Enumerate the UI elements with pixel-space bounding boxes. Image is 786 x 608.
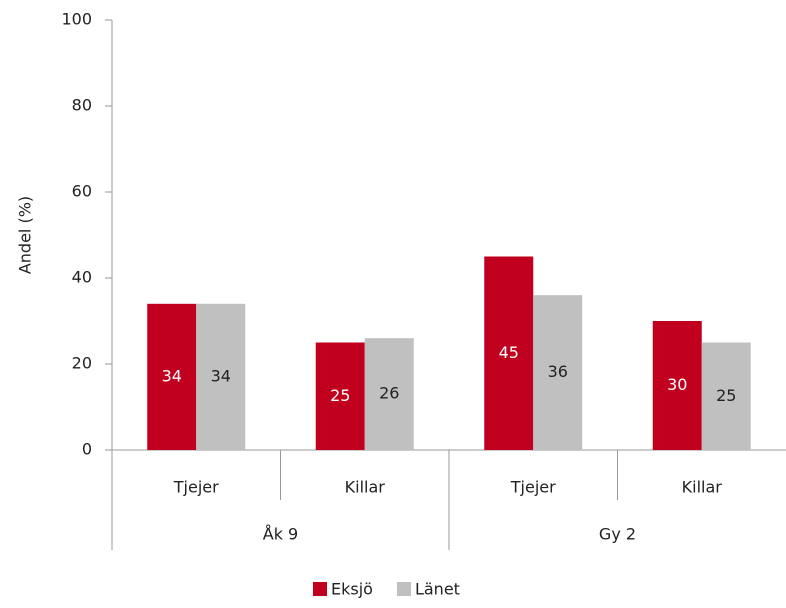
- bar: [315, 342, 365, 450]
- value-label: 34: [211, 366, 231, 385]
- y-axis-label: Andel (%): [16, 196, 35, 274]
- value-label: 25: [330, 386, 350, 405]
- x-tick-label: Killar: [345, 478, 386, 497]
- value-label: 26: [379, 384, 399, 403]
- legend-swatch: [396, 582, 411, 596]
- bar: [364, 338, 414, 450]
- y-tick-label: 20: [72, 354, 92, 373]
- value-label: 34: [162, 366, 182, 385]
- y-tick-label: 80: [72, 96, 92, 115]
- bar: [652, 321, 702, 450]
- value-label: 45: [499, 343, 519, 362]
- bar: [147, 303, 197, 450]
- y-tick-label: 40: [72, 268, 92, 287]
- group-label: Gy 2: [599, 525, 636, 544]
- group-label: Åk 9: [263, 525, 298, 544]
- value-label: 36: [548, 362, 568, 381]
- legend-swatch: [313, 582, 327, 596]
- bar: [484, 256, 534, 450]
- y-tick-label: 0: [82, 440, 92, 459]
- bar: [701, 342, 751, 450]
- legend-label: Länet: [415, 580, 460, 599]
- x-tick-label: Tjejer: [173, 478, 219, 497]
- bar: [196, 303, 246, 450]
- value-label: 25: [716, 386, 736, 405]
- legend-label: Eksjö: [331, 580, 373, 599]
- x-tick-label: Tjejer: [510, 478, 556, 497]
- bar: [533, 295, 583, 450]
- value-label: 30: [667, 375, 687, 394]
- y-tick-label: 60: [72, 182, 92, 201]
- x-tick-label: Killar: [682, 478, 723, 497]
- y-tick-label: 100: [61, 10, 92, 29]
